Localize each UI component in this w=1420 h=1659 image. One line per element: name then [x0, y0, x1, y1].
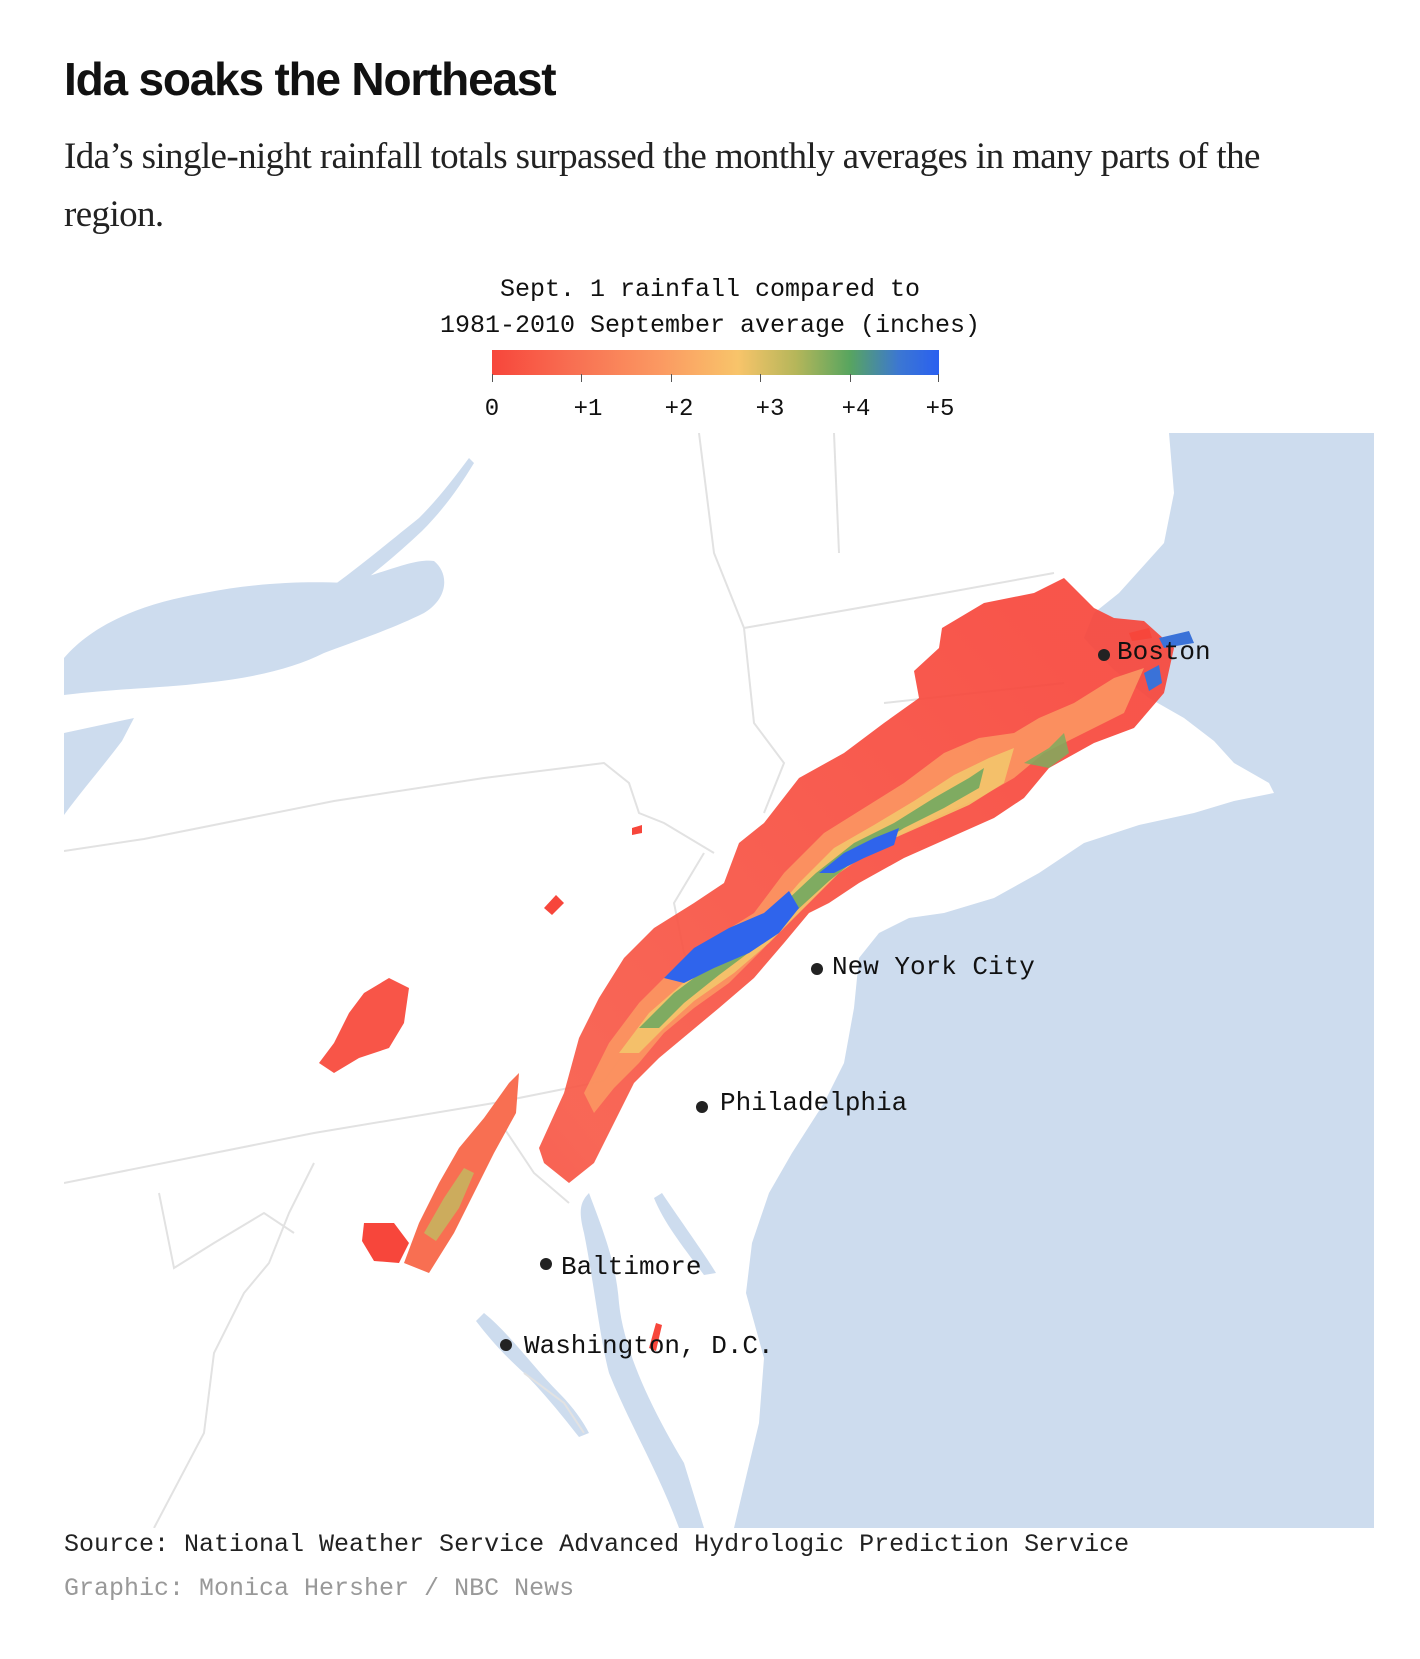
city-dot-boston: [1098, 649, 1110, 661]
atlantic-ocean: [734, 433, 1374, 1528]
legend-tick: [492, 374, 493, 382]
rainfall-zone-green: [1024, 733, 1069, 768]
legend-label-3: +3: [755, 396, 785, 423]
legend-label-0: 0: [484, 396, 500, 423]
rainfall-patch-southwest: [362, 1223, 409, 1263]
rainfall-map: Boston New York City Philadelphia Baltim…: [64, 433, 1374, 1528]
chesapeake-bay: [580, 1193, 704, 1528]
rainfall-patch-south-core: [424, 1168, 474, 1241]
rainfall-fleck: [632, 825, 642, 835]
legend-title: Sept. 1 rainfall compared to 1981-2010 S…: [380, 272, 1040, 344]
chart-title: Ida soaks the Northeast: [64, 53, 557, 105]
legend-tick: [671, 374, 672, 382]
source-note: Source: National Weather Service Advance…: [64, 1530, 1130, 1559]
legend-label-2: +2: [664, 396, 694, 423]
rainfall-zone-blue: [819, 828, 899, 873]
legend-title-line-2: 1981-2010 September average (inches): [439, 311, 981, 340]
legend-label-4: +4: [841, 396, 871, 423]
rainfall-patch-west: [319, 978, 409, 1073]
city-label-boston: Boston: [1117, 637, 1211, 667]
rainfall-fleck: [649, 1323, 662, 1351]
legend-color-scale: [492, 350, 939, 375]
lake-ontario: [64, 560, 445, 695]
st-lawrence-river: [334, 458, 474, 593]
city-label-philadelphia: Philadelphia: [720, 1088, 907, 1118]
delaware-bay: [654, 1193, 716, 1275]
city-label-baltimore: Baltimore: [561, 1252, 701, 1282]
city-dot-philadelphia: [696, 1101, 708, 1113]
city-label-new-york-city: New York City: [832, 952, 1035, 982]
rainfall-swath: [319, 578, 1194, 1351]
rainfall-fleck: [1129, 628, 1152, 641]
rainfall-zone-base: [539, 578, 1174, 1183]
city-dot-washington-dc: [500, 1339, 512, 1351]
rainfall-zone-blue: [1159, 631, 1194, 648]
legend-label-1: +1: [573, 396, 603, 423]
city-label-washington-dc: Washington, D.C.: [524, 1331, 774, 1361]
legend-label-5: +5: [925, 396, 955, 423]
legend-tick: [850, 374, 851, 382]
rainfall-zone-blue: [1144, 665, 1162, 691]
chart-subtitle: Ida’s single-night rainfall totals surpa…: [64, 136, 1260, 235]
rainfall-zone-blue: [664, 891, 799, 983]
city-markers: Boston New York City Philadelphia Baltim…: [500, 637, 1211, 1361]
lake-erie: [64, 718, 134, 815]
rainfall-zone-yellow: [619, 748, 1014, 1053]
legend-title-line-1: Sept. 1 rainfall compared to: [499, 275, 921, 304]
legend-tick: [581, 374, 582, 382]
legend-tick: [760, 374, 761, 382]
graphic-credit: Graphic: Monica Hersher / NBC News: [64, 1574, 575, 1603]
city-dot-baltimore: [540, 1258, 552, 1270]
city-dot-new-york-city: [811, 963, 823, 975]
rainfall-fleck: [544, 895, 564, 915]
legend-tick: [938, 374, 939, 382]
